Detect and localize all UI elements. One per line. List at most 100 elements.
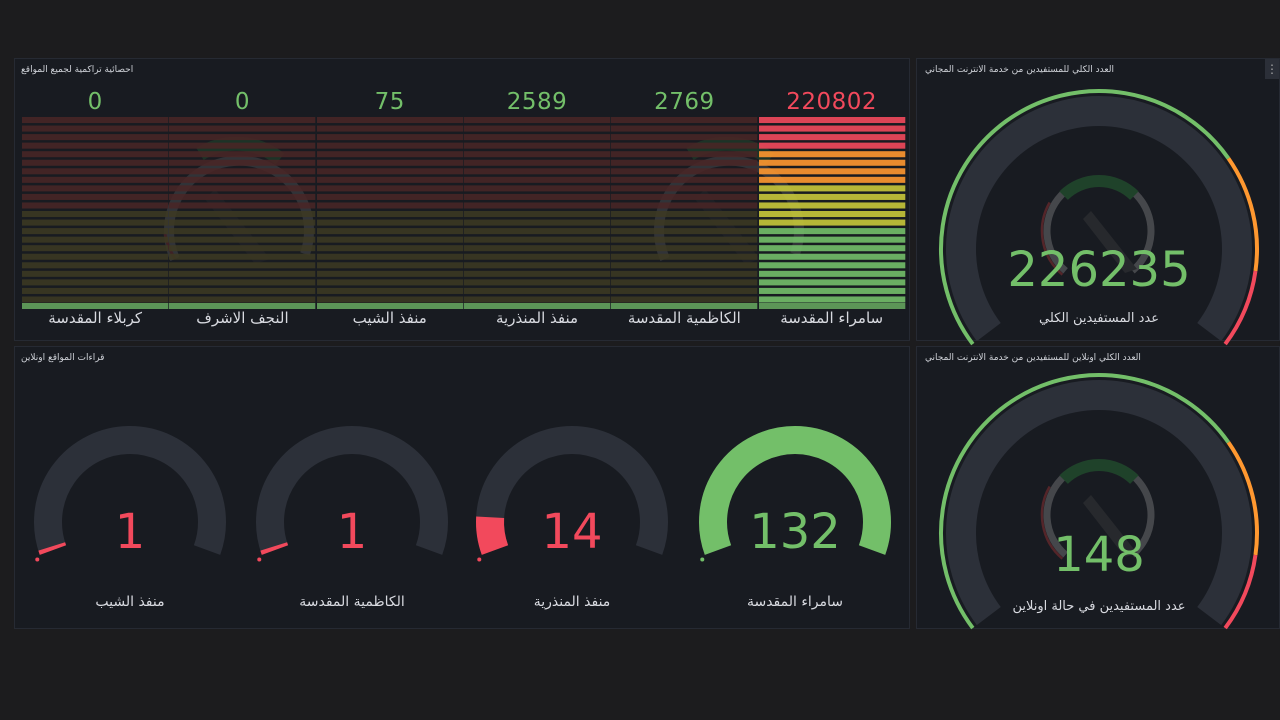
bar-segment: [611, 168, 758, 175]
online-gauge-value: 132: [749, 504, 841, 560]
bar-segment: [758, 287, 905, 294]
bar-segment: [463, 211, 611, 218]
bar-segment: [22, 211, 169, 218]
gauge-value-arc: [38, 542, 67, 555]
bar-segment: [611, 117, 758, 124]
bar-segment: [611, 142, 758, 149]
bar-segment: [463, 151, 611, 158]
total-beneficiaries-panel: العدد الكلي للمستفيدين من خدمة الانترنت …: [916, 58, 1280, 346]
bar-segment: [169, 296, 316, 303]
online-total-gauge: [939, 373, 1259, 630]
bar-segment: [169, 159, 316, 166]
bar-segment: [316, 236, 463, 243]
gauge-threshold-green: [939, 373, 1231, 630]
bar-segment: [758, 159, 905, 166]
bar-segment: [22, 193, 169, 200]
bar-baseline: [758, 303, 905, 309]
bar-label: منفذ المنذرية: [496, 309, 579, 327]
bar-segment: [169, 270, 316, 277]
bar-value: 75: [374, 89, 405, 115]
bar-segment: [463, 159, 611, 166]
bar-segment: [169, 245, 316, 252]
panel-title: احصائية تراكمية لجميع المواقع: [21, 65, 134, 75]
bar-segment: [316, 151, 463, 158]
bar-segment: [611, 176, 758, 183]
bar-segment: [22, 142, 169, 149]
bar-segment: [22, 228, 169, 235]
bar-segment: [758, 211, 905, 218]
online-gauge-label: منفذ المنذرية: [533, 594, 611, 610]
bar-segment: [463, 185, 611, 192]
bar-segment: [463, 279, 611, 286]
bar-segments: [169, 117, 316, 309]
bar-segment: [316, 202, 463, 209]
bar-segment: [611, 151, 758, 158]
gauge-threshold-red: [1223, 554, 1258, 630]
bar-segment: [463, 262, 611, 269]
online-gauges: [34, 426, 891, 562]
online-gauge-label: منفذ الشيب: [95, 594, 165, 610]
bar-segment: [758, 245, 905, 252]
bar-segment: [611, 211, 758, 218]
emblem-watermark: [1040, 175, 1155, 276]
bar-segment: [611, 202, 758, 209]
online-sites-panel: قراءات المواقع اونلاين 132 سامراء المقدسة…: [14, 346, 910, 629]
bar-segment: [169, 202, 316, 209]
bar-segment: [611, 193, 758, 200]
gauge-track: [34, 426, 226, 555]
cumulative-stats-panel: احصائية تراكمية لجميع المواقع 220802 سامر…: [14, 58, 910, 341]
bar-segment: [758, 185, 905, 192]
online-gauge-value: 1: [336, 504, 368, 560]
bar-segment: [316, 279, 463, 286]
bar-segment: [169, 117, 316, 124]
bar-segment: [169, 219, 316, 226]
bar-segment: [611, 296, 758, 303]
bar-segment: [463, 134, 611, 141]
bar-segment: [169, 142, 316, 149]
gauge-value-arc: [699, 426, 891, 555]
bar-baseline: [22, 303, 169, 309]
bar-segment: [758, 176, 905, 183]
bar-baseline: [169, 303, 316, 309]
bar-segment: [22, 202, 169, 209]
bar-segment: [22, 134, 169, 141]
gauge-track: [256, 426, 448, 555]
bar-segments: [22, 117, 169, 309]
bar-segment: [22, 253, 169, 260]
bar-label: النجف الاشرف: [196, 309, 289, 327]
bar-label: سامراء المقدسة: [780, 309, 884, 327]
bar-segment: [169, 185, 316, 192]
gauge-threshold-marker: [35, 557, 40, 562]
bar-segment: [758, 117, 905, 124]
bar-segment: [316, 245, 463, 252]
bar-segment: [22, 125, 169, 132]
bar-segment: [463, 219, 611, 226]
online-gauge-value: 14: [541, 504, 603, 560]
gauge-threshold-marker: [477, 557, 482, 562]
bar-segment: [463, 117, 611, 124]
bar-label: منفذ الشيب: [352, 309, 427, 327]
bar-value: 0: [87, 89, 103, 115]
bar-segment: [611, 262, 758, 269]
online-gauge-value: 1: [114, 504, 146, 560]
gauge-value-arc: [260, 542, 289, 555]
bar-segment: [169, 236, 316, 243]
bar-segment: [169, 193, 316, 200]
bar-value: 220802: [786, 89, 878, 115]
bar-segment: [169, 168, 316, 175]
bar-segment: [611, 253, 758, 260]
bar-label: الكاظمية المقدسة: [627, 309, 741, 327]
bar-segment: [758, 151, 905, 158]
gauge-threshold-marker: [700, 557, 705, 562]
bar-segment: [611, 185, 758, 192]
bar-segments: [463, 117, 611, 309]
bar-segment: [758, 125, 905, 132]
bar-segment: [758, 236, 905, 243]
bar-segment: [463, 245, 611, 252]
bar-segment: [463, 168, 611, 175]
bar-baseline: [316, 303, 463, 309]
vertical-dots-icon[interactable]: ⋮: [1265, 59, 1279, 79]
total-label: عدد المستفيدين الكلي: [1039, 311, 1159, 326]
bar-segment: [611, 228, 758, 235]
bar-gauge-column: 220802 سامراء المقدسة: [758, 59, 905, 342]
